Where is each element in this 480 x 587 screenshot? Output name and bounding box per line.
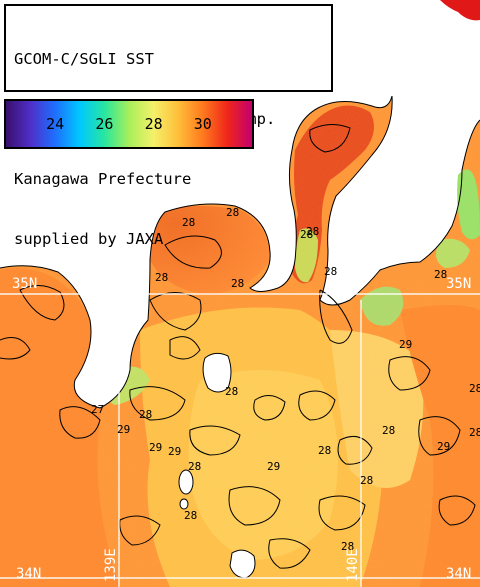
title-line-4: supplied by JAXA xyxy=(14,230,164,248)
contour-label: 28 xyxy=(318,444,331,457)
contour-label: 28 xyxy=(182,216,195,229)
contour-label: 28 xyxy=(231,277,244,290)
contour-lines xyxy=(0,124,476,569)
coastal-green-east xyxy=(457,169,480,240)
color-legend: 24 26 28 30 xyxy=(4,99,254,149)
grid-label-35n-right: 35N xyxy=(446,276,472,292)
island-niijima xyxy=(179,498,189,510)
grid-label-34n-left: 34N xyxy=(16,566,42,582)
grid-lines xyxy=(0,293,480,587)
contour-label: 28 xyxy=(324,265,337,278)
contour-label: 29 xyxy=(168,445,181,458)
legend-label-24: 24 xyxy=(46,115,65,133)
contour-label: 28 xyxy=(155,271,168,284)
contour-label: 28 xyxy=(341,540,354,553)
contour-label: 28 xyxy=(225,385,238,398)
legend-color-bar xyxy=(6,101,252,147)
contour-label: 28 xyxy=(306,225,319,238)
contour-label: 28 xyxy=(434,268,447,281)
contour-label: 28 xyxy=(300,228,313,241)
coastline-boso xyxy=(319,95,480,306)
contour-label: 29 xyxy=(117,423,130,436)
contour-label: 28 xyxy=(188,460,201,473)
contour-label: 27 xyxy=(91,403,104,416)
legend-label-26: 26 xyxy=(95,115,114,133)
legend-label-30: 30 xyxy=(193,115,212,133)
contour-label: 28 xyxy=(360,474,373,487)
map-title-box: GCOM-C/SGLI SST ~2025/08/11 (UTC) Week C… xyxy=(4,4,333,248)
island-kozushima xyxy=(229,549,256,579)
legend-label-28: 28 xyxy=(144,115,163,133)
contour-label: 28 xyxy=(226,206,239,219)
contour-label: 29 xyxy=(399,338,412,351)
contour-label: 28 xyxy=(469,426,480,439)
grid-label-139e: 139E xyxy=(103,548,119,582)
contour-label: 28 xyxy=(382,424,395,437)
contour-label: 28 xyxy=(184,509,197,522)
coastline-north xyxy=(0,95,393,409)
contour-label: 28 xyxy=(139,408,152,421)
grid-label-35n-left: 35N xyxy=(12,276,38,292)
title-line-1: GCOM-C/SGLI SST xyxy=(14,50,154,68)
grid-label-140e: 140E xyxy=(345,548,361,582)
land-boso xyxy=(320,0,480,305)
oshima-island xyxy=(202,352,232,393)
grid-label-34n-right: 34N xyxy=(446,566,472,582)
contour-label: 29 xyxy=(267,460,280,473)
title-line-3: Kanagawa Prefecture xyxy=(14,170,192,188)
land-warm-corner xyxy=(440,0,480,21)
contour-label: 29 xyxy=(149,441,162,454)
island-toshima xyxy=(178,469,194,495)
contour-label: 28 xyxy=(469,382,480,395)
contour-label: 29 xyxy=(437,440,450,453)
